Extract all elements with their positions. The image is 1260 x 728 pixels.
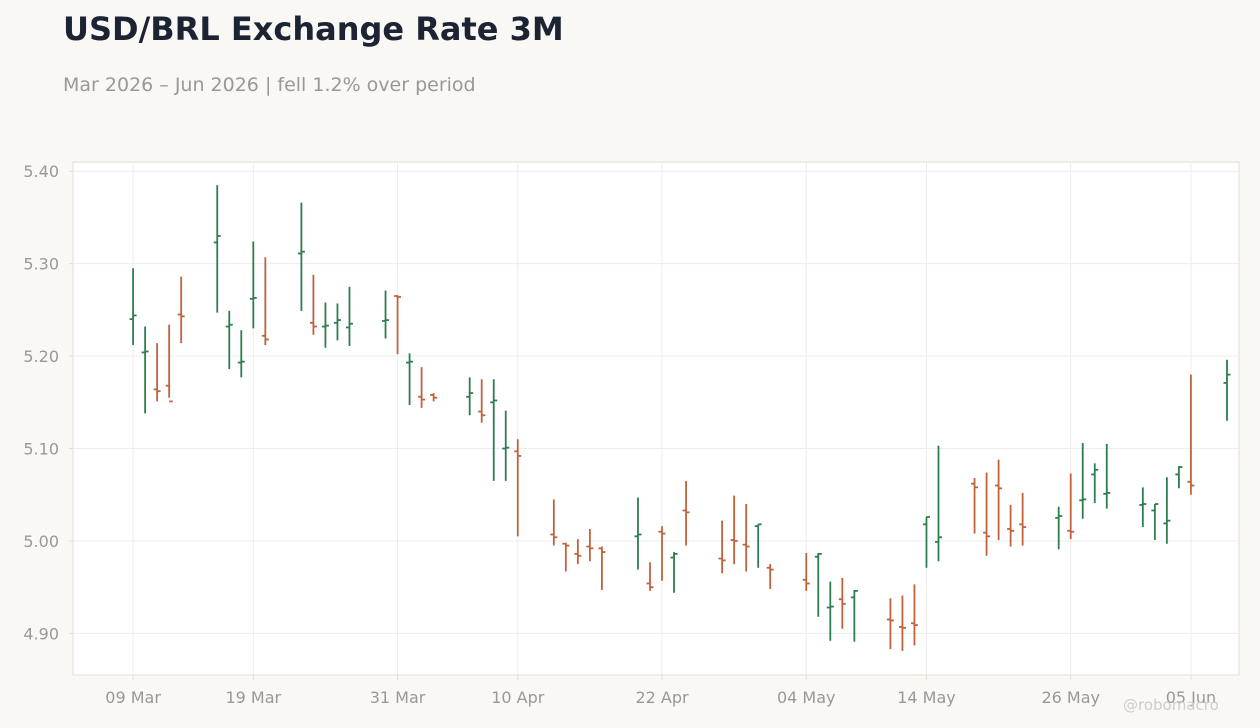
ohlc-bar — [430, 393, 438, 402]
ohlc-bar — [682, 480, 690, 546]
ohlc-bar — [177, 276, 185, 344]
x-tick-label: 09 Mar — [105, 688, 161, 707]
x-tick-label: 10 Apr — [491, 688, 545, 707]
y-tick-label: 5.30 — [23, 255, 59, 274]
ohlc-bar — [382, 290, 390, 339]
ohlc-bar — [418, 367, 426, 408]
plot-area — [72, 161, 1240, 676]
ohlc-bar — [297, 202, 305, 311]
y-tick-label: 5.10 — [23, 440, 59, 459]
ohlc-bar — [634, 497, 642, 570]
ohlc-bar — [1187, 374, 1195, 495]
x-tick-label: 19 Mar — [225, 688, 281, 707]
ohlc-bar — [886, 598, 894, 650]
chart-title: USD/BRL Exchange Rate 3M — [63, 10, 564, 48]
ohlc-bar — [995, 459, 1003, 541]
ohlc-bar — [971, 478, 979, 534]
ohlc-bar — [1007, 504, 1015, 547]
ohlc-bar — [586, 528, 594, 562]
ohlc-bar — [1067, 473, 1075, 540]
ohlc-bar — [802, 552, 810, 591]
ohlc-bar — [1055, 506, 1063, 550]
ohlc-bar — [1139, 487, 1147, 528]
grid-lines — [73, 162, 1239, 675]
ohlc-bar — [910, 584, 918, 646]
ohlc-bar — [406, 353, 414, 406]
x-tick-label: 14 May — [897, 688, 956, 707]
ohlc-bar — [249, 241, 257, 329]
ohlc-bar — [574, 539, 582, 565]
ohlc-bar — [898, 595, 906, 651]
ohlc-bar — [237, 330, 245, 378]
ohlc-bar — [309, 274, 317, 335]
ohlc-bar — [1079, 442, 1087, 519]
ohlc-bar — [225, 310, 233, 370]
x-tick-label: 26 May — [1041, 688, 1100, 707]
watermark: @robomacro — [1123, 696, 1219, 714]
ohlc-bar — [646, 562, 654, 591]
ohlc-bar — [1103, 443, 1111, 509]
chart-subtitle: Mar 2026 – Jun 2026 | fell 1.2% over per… — [63, 74, 476, 96]
ohlc-bar — [742, 504, 750, 572]
x-tick-label: 31 Mar — [370, 688, 426, 707]
ohlc-bar — [1175, 466, 1183, 489]
ohlc-bar — [394, 295, 402, 355]
ohlc-bar — [562, 542, 570, 572]
y-axis: 4.90 5.00 5.10 5.20 5.30 5.40 — [23, 162, 73, 643]
ohlc-bar — [814, 552, 822, 617]
ohlc-bar — [321, 302, 329, 348]
ohlc-bar — [934, 445, 942, 562]
ohlc-bar — [153, 343, 161, 402]
x-tick-label: 05 Jun — [1166, 688, 1216, 707]
ohlc-bar — [754, 523, 762, 568]
y-tick-label: 5.20 — [23, 347, 59, 366]
ohlc-bar — [490, 379, 498, 481]
ohlc-bar — [1019, 492, 1027, 546]
ohlc-bars — [129, 185, 1231, 651]
ohlc-bar — [550, 499, 558, 546]
ohlc-bar — [141, 326, 149, 414]
ohlc-bar — [838, 577, 846, 629]
ohlc-bar — [598, 546, 606, 590]
ohlc-bar — [345, 286, 353, 346]
ohlc-bar — [466, 377, 474, 416]
y-tick-label: 5.40 — [23, 162, 59, 181]
ohlc-bar — [1091, 463, 1099, 504]
ohlc-bar — [514, 439, 522, 537]
ohlc-bar — [333, 303, 341, 341]
ohlc-bar — [718, 520, 726, 574]
ohlc-bar — [1223, 359, 1231, 421]
ohlc-bar — [129, 268, 137, 346]
ohlc-bar — [826, 581, 834, 641]
ohlc-bar — [261, 257, 269, 346]
ohlc-bar — [670, 552, 678, 593]
ohlc-bar — [478, 379, 486, 423]
ohlc-bar — [730, 495, 738, 565]
y-tick-label: 4.90 — [23, 624, 59, 643]
x-axis: 09 Mar 19 Mar 31 Mar 10 Apr 22 Apr 04 May 14 M… — [105, 675, 1216, 707]
x-tick-label: 04 May — [777, 688, 836, 707]
ohlc-bar — [502, 410, 510, 481]
ohlc-bar — [213, 185, 221, 313]
x-tick-label: 22 Apr — [635, 688, 689, 707]
ohlc-bar — [1163, 477, 1171, 544]
ohlc-bar — [922, 516, 930, 568]
ohlc-bar — [165, 324, 173, 403]
y-tick-label: 5.00 — [23, 532, 59, 551]
ohlc-bar — [658, 526, 666, 581]
ohlc-bar — [983, 472, 991, 556]
ohlc-bar — [1151, 503, 1159, 541]
ohlc-bar — [766, 564, 774, 590]
ohlc-bar — [850, 589, 858, 642]
